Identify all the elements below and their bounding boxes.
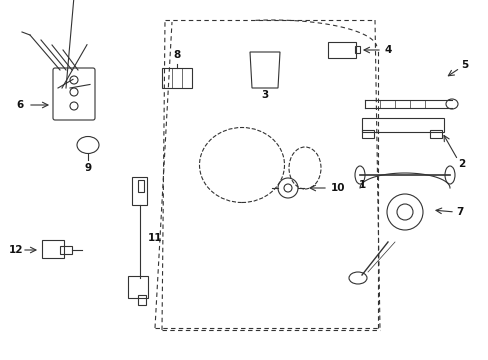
Bar — [42, 240, 64, 258]
Text: 3: 3 — [261, 90, 268, 100]
Bar — [429, 130, 441, 138]
Bar — [138, 180, 143, 192]
Text: 12: 12 — [9, 245, 23, 255]
Text: 11: 11 — [147, 233, 162, 243]
Text: 1: 1 — [358, 180, 365, 190]
Text: 6: 6 — [16, 100, 23, 110]
Text: 5: 5 — [461, 60, 468, 70]
Text: 2: 2 — [457, 159, 465, 169]
Bar — [327, 42, 355, 58]
Bar — [138, 295, 146, 305]
Text: 10: 10 — [330, 183, 345, 193]
Bar — [128, 276, 148, 298]
Text: 8: 8 — [173, 50, 180, 60]
Bar — [361, 118, 443, 132]
Bar — [162, 68, 192, 88]
Bar — [361, 130, 373, 138]
Text: 4: 4 — [384, 45, 391, 55]
Bar — [60, 246, 72, 254]
Text: 9: 9 — [84, 163, 91, 173]
Text: 7: 7 — [455, 207, 463, 217]
Bar — [132, 177, 147, 205]
Bar — [354, 46, 359, 53]
